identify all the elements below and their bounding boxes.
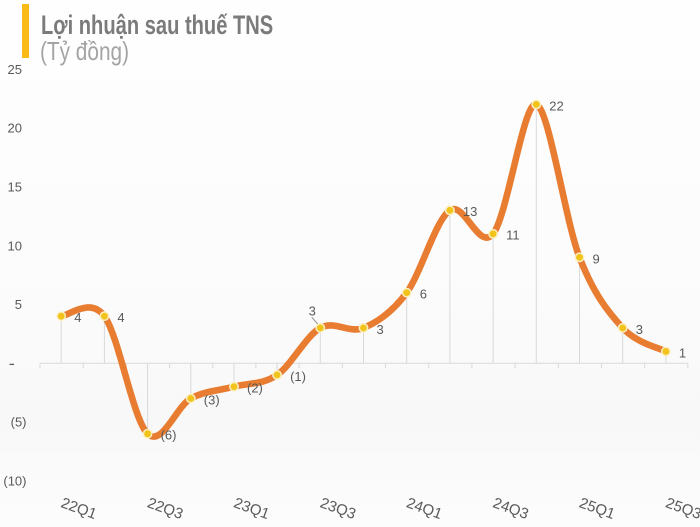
svg-text:3: 3 [636,322,643,337]
svg-text:22Q3: 22Q3 [145,495,185,524]
svg-text:3: 3 [309,304,316,319]
svg-text:23Q3: 23Q3 [318,495,358,524]
svg-text:(1): (1) [290,369,306,384]
svg-text:25Q1: 25Q1 [577,495,617,524]
svg-text:10: 10 [8,238,22,253]
svg-text:4: 4 [117,310,124,325]
svg-text:15: 15 [8,180,22,195]
svg-text:24Q3: 24Q3 [490,495,530,524]
svg-text:1: 1 [679,345,686,360]
svg-text:6: 6 [420,287,427,302]
svg-text:24Q1: 24Q1 [404,495,444,524]
svg-text:13: 13 [463,204,477,219]
svg-text:20: 20 [8,121,22,136]
svg-text:11: 11 [506,228,519,243]
svg-text:25: 25 [8,62,22,77]
svg-text:3: 3 [377,322,384,337]
svg-text:9: 9 [593,251,600,266]
svg-text:(2): (2) [247,381,263,396]
svg-text:(5): (5) [11,415,27,430]
svg-text:(6): (6) [161,428,177,443]
svg-text:(3): (3) [204,392,220,407]
svg-text:25Q3: 25Q3 [663,495,700,524]
svg-text:4: 4 [74,310,81,325]
svg-text:5: 5 [15,297,22,312]
svg-text:23Q1: 23Q1 [231,495,271,524]
svg-text:(10): (10) [3,474,26,489]
svg-text:22Q1: 22Q1 [59,495,99,524]
svg-text:22: 22 [549,98,563,113]
